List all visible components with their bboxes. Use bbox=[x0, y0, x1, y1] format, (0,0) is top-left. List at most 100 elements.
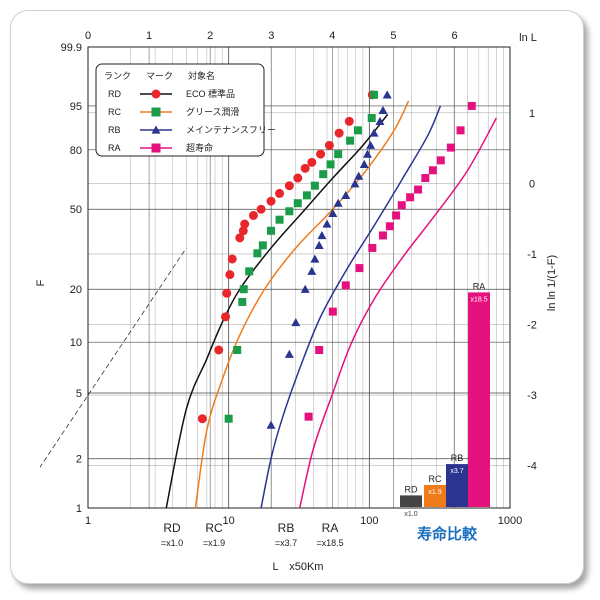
cmp-ratio-ra: =x18.5 bbox=[316, 538, 343, 548]
point-rd bbox=[248, 210, 258, 220]
legend-marker-rd bbox=[151, 89, 161, 99]
point-rd bbox=[240, 219, 250, 229]
point-ra bbox=[392, 211, 401, 220]
point-rc bbox=[253, 249, 262, 258]
bar-ratio-rb: x3.7 bbox=[450, 468, 463, 475]
point-rd bbox=[225, 270, 235, 280]
point-ra bbox=[397, 201, 406, 210]
point-rd bbox=[235, 233, 245, 243]
point-rb bbox=[341, 190, 351, 199]
y-tick-label: 20 bbox=[70, 284, 82, 296]
point-rd bbox=[227, 254, 237, 264]
point-ra bbox=[414, 185, 423, 194]
legend-rank-rc: RC bbox=[108, 107, 121, 117]
x2-tick-label: 3 bbox=[268, 30, 274, 42]
point-ra bbox=[421, 174, 430, 183]
point-rd bbox=[316, 149, 326, 159]
y2-tick-label: 0 bbox=[529, 178, 535, 190]
y-tick-label: 95 bbox=[70, 101, 82, 113]
y-axis-label: F bbox=[35, 279, 47, 286]
bar-label-rb: RB bbox=[451, 453, 464, 463]
y-tick-label: 99.9 bbox=[61, 42, 82, 54]
y2-axis-label: ln ln 1/(1-F) bbox=[546, 255, 558, 311]
point-rc bbox=[353, 126, 362, 135]
cmp-ratio-rd: =x1.0 bbox=[161, 538, 183, 548]
fit-lines bbox=[165, 100, 498, 509]
point-rb bbox=[382, 90, 392, 99]
point-ra bbox=[446, 143, 455, 152]
fit-line-rc bbox=[194, 100, 410, 509]
comparison-title: 寿命比較 bbox=[417, 525, 478, 543]
point-rc bbox=[310, 181, 319, 190]
point-ra bbox=[378, 231, 387, 240]
point-rd bbox=[275, 188, 285, 198]
y2-tick-label: 1 bbox=[529, 108, 535, 120]
point-rc bbox=[245, 267, 254, 276]
point-rb bbox=[350, 179, 360, 188]
point-rc bbox=[346, 136, 355, 145]
legend-box bbox=[95, 63, 265, 157]
legend: ランク マーク 対象名 RD ECO 標準品 RC グリース潤滑 RB メインテナンスフリ… bbox=[95, 63, 276, 157]
y-tick-label: 1 bbox=[76, 503, 82, 515]
point-rd bbox=[307, 157, 317, 167]
point-rd bbox=[344, 116, 354, 126]
bar-label-ra: RA bbox=[473, 281, 486, 291]
point-rb bbox=[378, 105, 388, 114]
point-rd bbox=[334, 128, 344, 138]
x2-axis-label: ln L bbox=[519, 32, 537, 44]
point-rb bbox=[369, 128, 379, 137]
point-ra bbox=[456, 126, 465, 135]
y2-tick-label: -2 bbox=[527, 320, 537, 332]
point-ra bbox=[436, 156, 445, 165]
x2-tick-label: 6 bbox=[451, 30, 457, 42]
point-rc bbox=[319, 170, 328, 179]
point-rc bbox=[367, 113, 376, 122]
legend-name-rc: グリース潤滑 bbox=[186, 106, 240, 117]
reference-line bbox=[40, 247, 187, 468]
point-ra bbox=[385, 222, 394, 231]
point-ra bbox=[428, 166, 437, 175]
y-tick-label: 10 bbox=[70, 337, 82, 349]
legend-header-mark: マーク bbox=[146, 71, 173, 81]
bar-label-rc: RC bbox=[429, 474, 442, 484]
point-rd bbox=[238, 226, 248, 236]
point-rc bbox=[258, 241, 267, 250]
bar-ratio-rc: x1.9 bbox=[428, 489, 441, 496]
x-tick-label: 1 bbox=[85, 515, 91, 527]
point-rb bbox=[310, 254, 320, 263]
fit-line-ra bbox=[298, 117, 498, 509]
point-rd bbox=[256, 204, 266, 214]
point-rd bbox=[222, 288, 232, 298]
y2-tick-label: -1 bbox=[527, 249, 537, 261]
bar-rc bbox=[424, 484, 446, 507]
point-rb bbox=[359, 159, 369, 168]
point-rd bbox=[293, 173, 303, 183]
point-rc bbox=[326, 160, 335, 169]
point-rb bbox=[317, 230, 327, 240]
point-rd bbox=[221, 312, 231, 322]
bar-rd bbox=[400, 495, 422, 507]
point-rd bbox=[284, 181, 294, 191]
bar-ra bbox=[468, 292, 490, 507]
y-tick-label: 2 bbox=[76, 454, 82, 466]
point-rc bbox=[239, 285, 248, 294]
comparison-bars: RD x1.0 RC x1.9 RB x3.7 RA x18.5 bbox=[400, 281, 490, 518]
point-rc bbox=[275, 215, 284, 224]
legend-marker-ra bbox=[151, 143, 161, 153]
point-ra bbox=[304, 412, 313, 421]
x-axis-label: L x50Km bbox=[273, 561, 324, 573]
point-rc bbox=[293, 199, 302, 208]
legend-name-rb: メインテナンスフリー bbox=[186, 125, 276, 135]
x2-tick-label: 2 bbox=[207, 30, 213, 42]
x2-tick-label: 5 bbox=[390, 30, 396, 42]
point-rc bbox=[285, 207, 294, 216]
point-rd bbox=[214, 345, 224, 355]
point-rb bbox=[328, 208, 338, 217]
point-rc bbox=[233, 346, 242, 355]
point-rd bbox=[324, 140, 334, 150]
point-ra bbox=[315, 346, 324, 355]
x2-tick-label: 1 bbox=[146, 30, 152, 42]
bar-rb bbox=[446, 464, 468, 507]
